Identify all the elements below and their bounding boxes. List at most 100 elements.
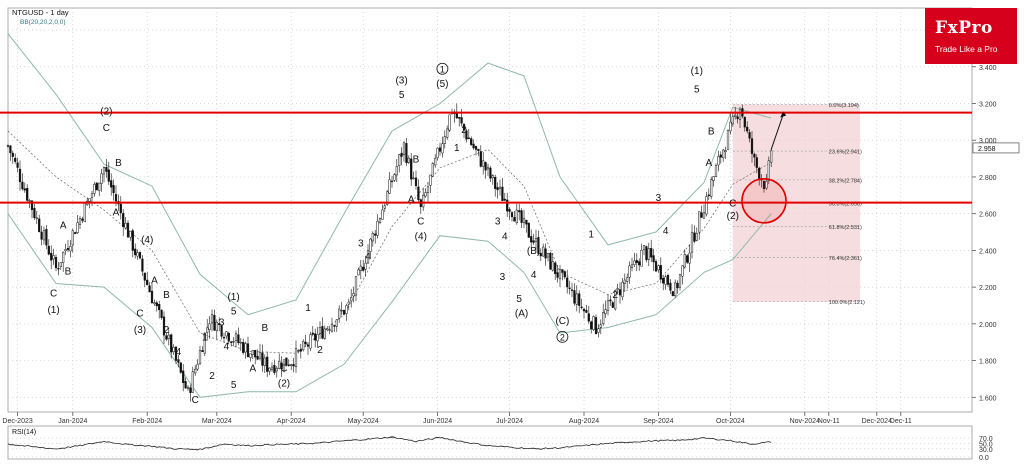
candle-body bbox=[386, 191, 389, 205]
candle-body bbox=[155, 302, 158, 307]
candle-body bbox=[638, 261, 641, 266]
wave-label: 1 bbox=[588, 230, 594, 241]
wave-label-circle bbox=[556, 330, 569, 343]
wave-label: 5 bbox=[399, 90, 405, 101]
wave-label: B bbox=[413, 154, 420, 165]
candle-body bbox=[227, 332, 230, 342]
candle-body bbox=[66, 247, 70, 250]
candle-body bbox=[537, 237, 540, 254]
candle-body bbox=[611, 302, 614, 308]
candle-body bbox=[647, 248, 650, 260]
candle-body bbox=[350, 297, 353, 302]
candle-body bbox=[446, 128, 449, 138]
candle-body bbox=[700, 212, 703, 218]
candle-body bbox=[254, 350, 257, 358]
candle-body bbox=[710, 179, 713, 197]
candle-body bbox=[112, 185, 115, 194]
candle-body bbox=[143, 272, 146, 281]
candle-body bbox=[237, 334, 240, 344]
candle-body bbox=[734, 114, 737, 117]
candle-body bbox=[302, 341, 305, 351]
candle-body bbox=[724, 150, 727, 152]
candle-body bbox=[83, 203, 86, 223]
candle-body bbox=[467, 137, 470, 140]
candle-body bbox=[518, 210, 521, 213]
fib-level-label: 61.8%(2.531) bbox=[829, 225, 862, 231]
candle-body bbox=[280, 362, 283, 370]
candle-body bbox=[530, 236, 533, 243]
candle-body bbox=[249, 353, 252, 358]
candle-body bbox=[172, 347, 175, 353]
wave-label: 4 bbox=[663, 226, 669, 237]
candle-body bbox=[359, 265, 362, 271]
candle-body bbox=[527, 222, 530, 238]
x-tick-label: Nov-11 bbox=[818, 418, 840, 425]
x-tick-label: Apr-2024 bbox=[277, 418, 306, 425]
candle-body bbox=[11, 152, 14, 157]
candle-body bbox=[587, 313, 590, 322]
wave-label: 4 bbox=[176, 347, 182, 358]
candle-body bbox=[244, 343, 247, 353]
candle-body bbox=[614, 290, 617, 310]
brand-name: FxPro bbox=[935, 18, 993, 38]
x-tick-label: Dec-2024 bbox=[862, 418, 892, 425]
candle-body bbox=[297, 350, 300, 352]
wave-label: 5 bbox=[516, 294, 522, 305]
candle-body bbox=[124, 222, 127, 229]
candle-body bbox=[153, 302, 156, 305]
candle-body bbox=[23, 188, 26, 191]
candle-body bbox=[592, 316, 595, 330]
candle-body bbox=[148, 285, 151, 293]
candle-body bbox=[662, 277, 665, 284]
brand-tagline: Trade Like a Pro bbox=[935, 44, 998, 54]
wave-label: (3) bbox=[134, 325, 146, 336]
fib-level-label: 0.0%(3.194) bbox=[829, 103, 859, 109]
candle-body bbox=[590, 321, 593, 329]
wave-label: A bbox=[113, 208, 120, 219]
candle-body bbox=[330, 323, 334, 332]
candle-body bbox=[429, 174, 432, 186]
candle-body bbox=[160, 309, 163, 318]
wave-label: (A) bbox=[515, 309, 528, 320]
candle-body bbox=[47, 245, 50, 255]
x-tick-label: Jul-2024 bbox=[496, 418, 523, 425]
candle-body bbox=[258, 352, 262, 359]
candle-body bbox=[33, 208, 36, 218]
candle-body bbox=[266, 356, 269, 372]
candle-body bbox=[256, 356, 259, 360]
wave-label: (5) bbox=[436, 79, 448, 90]
candle-body bbox=[436, 147, 439, 158]
candle-body bbox=[544, 248, 547, 259]
wave-label: C bbox=[50, 288, 57, 299]
price-pane-frame bbox=[7, 7, 973, 413]
candle-body bbox=[522, 218, 526, 224]
wave-label: 1 bbox=[202, 332, 208, 343]
wave-label: 3 bbox=[656, 193, 662, 204]
candle-body bbox=[323, 328, 326, 339]
candle-body bbox=[383, 205, 386, 209]
candle-body bbox=[702, 212, 706, 219]
candle-body bbox=[599, 324, 602, 328]
candle-body bbox=[722, 149, 725, 159]
candle-body bbox=[378, 218, 382, 223]
candle-body bbox=[362, 266, 365, 271]
candle-body bbox=[26, 188, 29, 201]
wave-label: A bbox=[249, 364, 256, 375]
candle-body bbox=[275, 367, 278, 372]
candle-body bbox=[438, 147, 442, 152]
rsi-pane-frame bbox=[7, 425, 973, 460]
candle-body bbox=[635, 260, 638, 263]
candle-body bbox=[285, 357, 288, 366]
candle-body bbox=[179, 362, 182, 373]
wave-label: 4 bbox=[531, 270, 537, 281]
candle-body bbox=[762, 181, 766, 190]
wave-label: A bbox=[60, 220, 67, 231]
bollinger-middle-band bbox=[7, 130, 772, 354]
candle-body bbox=[374, 233, 377, 236]
candle-body bbox=[210, 314, 214, 324]
candle-body bbox=[563, 271, 566, 278]
candle-body bbox=[122, 213, 125, 228]
candle-body bbox=[76, 222, 79, 233]
